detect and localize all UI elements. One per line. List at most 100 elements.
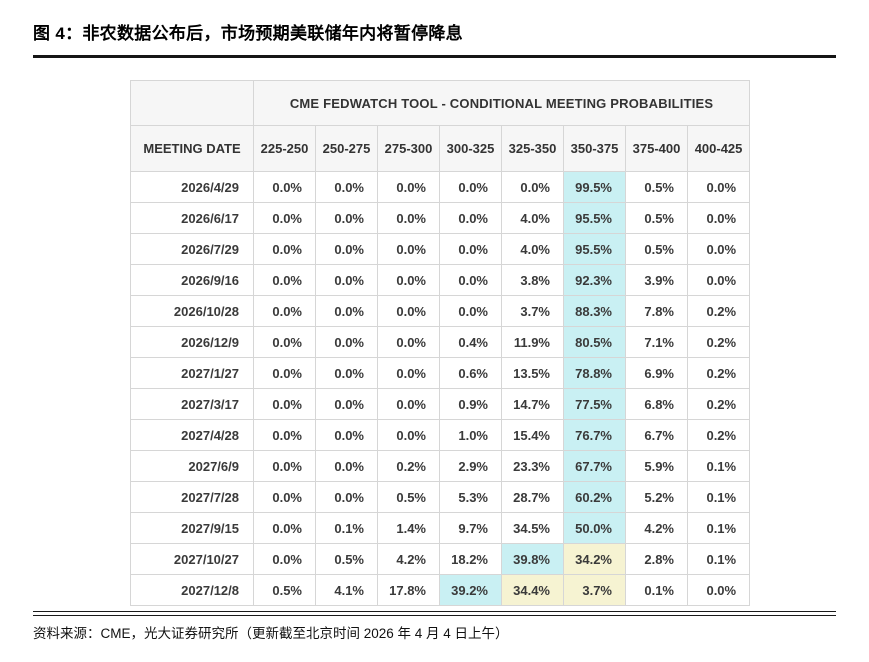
meeting-date-cell: 2026/4/29: [130, 171, 254, 203]
probability-cell: 0.0%: [315, 357, 378, 389]
probability-cell: 0.0%: [377, 233, 440, 265]
probability-cell: 39.8%: [501, 543, 564, 575]
probability-cell: 76.7%: [563, 419, 626, 451]
meeting-date-cell: 2026/7/29: [130, 233, 254, 265]
probability-cell: 0.0%: [377, 295, 440, 327]
probability-cell: 0.5%: [253, 574, 316, 606]
probability-cell: 0.0%: [315, 202, 378, 234]
probability-cell: 5.2%: [625, 481, 688, 513]
table-row: 2027/10/27 0.0% 0.5% 4.2% 18.2% 39.8% 34.2% 2.8…: [130, 543, 751, 575]
probability-cell: 0.1%: [686, 450, 751, 482]
meeting-date-cell: 2026/10/28: [130, 295, 254, 327]
probability-cell: 0.5%: [377, 481, 440, 513]
meeting-date-cell: 2027/9/15: [130, 512, 254, 544]
probability-cell: 0.0%: [439, 202, 502, 234]
probability-cell: 0.0%: [315, 233, 378, 265]
probability-cell: 0.2%: [686, 326, 751, 358]
probability-cell: 0.0%: [253, 543, 316, 575]
probability-cell: 2.9%: [439, 450, 502, 482]
fedwatch-probability-table: CME FEDWATCH TOOL - CONDITIONAL MEETING …: [130, 80, 751, 606]
probability-cell: 0.4%: [439, 326, 502, 358]
probability-cell: 0.5%: [625, 202, 688, 234]
probability-cell: 0.0%: [253, 512, 316, 544]
probability-cell: 4.0%: [501, 202, 564, 234]
meeting-date-cell: 2026/12/9: [130, 326, 254, 358]
table-row: 2027/7/28 0.0% 0.0% 0.5% 5.3% 28.7% 60.2% 5.2% 0…: [130, 481, 751, 513]
probability-cell: 7.8%: [625, 295, 688, 327]
probability-cell: 0.0%: [253, 388, 316, 420]
probability-cell: 5.3%: [439, 481, 502, 513]
table-row: 2026/10/28 0.0% 0.0% 0.0% 0.0% 3.7% 88.3% 7.8% 0…: [130, 295, 751, 327]
rate-range-header: 325-350: [501, 125, 564, 172]
table-row: 2027/6/9 0.0% 0.0% 0.2% 2.9% 23.3% 67.7% 5.9% 0.…: [130, 450, 751, 482]
meeting-date-cell: 2027/7/28: [130, 481, 254, 513]
probability-cell: 2.8%: [625, 543, 688, 575]
probability-cell: 60.2%: [563, 481, 626, 513]
probability-cell: 0.0%: [315, 481, 378, 513]
rate-range-header: 350-375: [563, 125, 626, 172]
probability-cell: 0.2%: [686, 388, 751, 420]
probability-cell: 0.0%: [377, 357, 440, 389]
probability-cell: 0.0%: [253, 481, 316, 513]
figure-title: 图 4：非农数据公布后，市场预期美联储年内将暂停降息: [33, 24, 463, 43]
table-row: 2026/9/16 0.0% 0.0% 0.0% 0.0% 3.8% 92.3% 3.9% 0.…: [130, 264, 751, 296]
table-row: 2027/3/17 0.0% 0.0% 0.0% 0.9% 14.7% 77.5% 6.8% 0…: [130, 388, 751, 420]
probability-cell: 78.8%: [563, 357, 626, 389]
probability-cell: 0.0%: [686, 264, 751, 296]
probability-cell: 6.7%: [625, 419, 688, 451]
probability-cell: 0.0%: [315, 326, 378, 358]
meeting-date-cell: 2027/10/27: [130, 543, 254, 575]
rate-range-header: 250-275: [315, 125, 378, 172]
meeting-date-cell: 2027/6/9: [130, 450, 254, 482]
probability-cell: 0.0%: [686, 171, 751, 203]
meeting-date-cell: 2027/4/28: [130, 419, 254, 451]
probability-cell: 3.9%: [625, 264, 688, 296]
probability-cell: 0.0%: [253, 357, 316, 389]
column-header-row: MEETING DATE 225-250 250-275 275-300 300-32…: [130, 125, 751, 172]
probability-cell: 0.2%: [686, 419, 751, 451]
probability-cell: 0.0%: [377, 202, 440, 234]
footer-divider: [33, 611, 836, 616]
probability-cell: 0.1%: [625, 574, 688, 606]
probability-cell: 0.0%: [439, 171, 502, 203]
probability-cell: 95.5%: [563, 202, 626, 234]
probability-cell: 17.8%: [377, 574, 440, 606]
table-row: 2027/9/15 0.0% 0.1% 1.4% 9.7% 34.5% 50.0% 4.2% 0…: [130, 512, 751, 544]
probability-cell: 0.0%: [253, 419, 316, 451]
probability-cell: 9.7%: [439, 512, 502, 544]
meeting-date-cell: 2027/1/27: [130, 357, 254, 389]
probability-cell: 0.0%: [253, 295, 316, 327]
probability-cell: 0.0%: [253, 233, 316, 265]
meeting-date-cell: 2027/3/17: [130, 388, 254, 420]
probability-cell: 34.4%: [501, 574, 564, 606]
probability-cell: 18.2%: [439, 543, 502, 575]
probability-cell: 0.1%: [315, 512, 378, 544]
probability-cell: 0.0%: [377, 388, 440, 420]
probability-cell: 4.1%: [315, 574, 378, 606]
probability-cell: 0.0%: [377, 171, 440, 203]
probability-cell: 3.7%: [501, 295, 564, 327]
probability-cell: 0.0%: [315, 419, 378, 451]
probability-cell: 0.0%: [253, 450, 316, 482]
probability-cell: 0.0%: [377, 326, 440, 358]
probability-cell: 67.7%: [563, 450, 626, 482]
probability-cell: 0.0%: [253, 326, 316, 358]
probability-cell: 15.4%: [501, 419, 564, 451]
probability-cell: 0.0%: [377, 264, 440, 296]
probability-cell: 0.0%: [315, 295, 378, 327]
banner-row: CME FEDWATCH TOOL - CONDITIONAL MEETING …: [130, 80, 751, 126]
table-row: 2027/1/27 0.0% 0.0% 0.0% 0.6% 13.5% 78.8% 6.9% 0…: [130, 357, 751, 389]
probability-cell: 0.0%: [686, 233, 751, 265]
probability-cell: 0.9%: [439, 388, 502, 420]
probability-cell: 0.1%: [686, 512, 751, 544]
probability-cell: 14.7%: [501, 388, 564, 420]
probability-cell: 6.8%: [625, 388, 688, 420]
probability-cell: 1.4%: [377, 512, 440, 544]
meeting-date-cell: 2026/6/17: [130, 202, 254, 234]
table-row: 2027/12/8 0.5% 4.1% 17.8% 39.2% 34.4% 3.7% 0.1%…: [130, 574, 751, 606]
probability-cell: 0.6%: [439, 357, 502, 389]
probability-cell: 39.2%: [439, 574, 502, 606]
meeting-date-header: MEETING DATE: [130, 125, 254, 172]
corner-cell: [130, 80, 254, 126]
probability-cell: 92.3%: [563, 264, 626, 296]
